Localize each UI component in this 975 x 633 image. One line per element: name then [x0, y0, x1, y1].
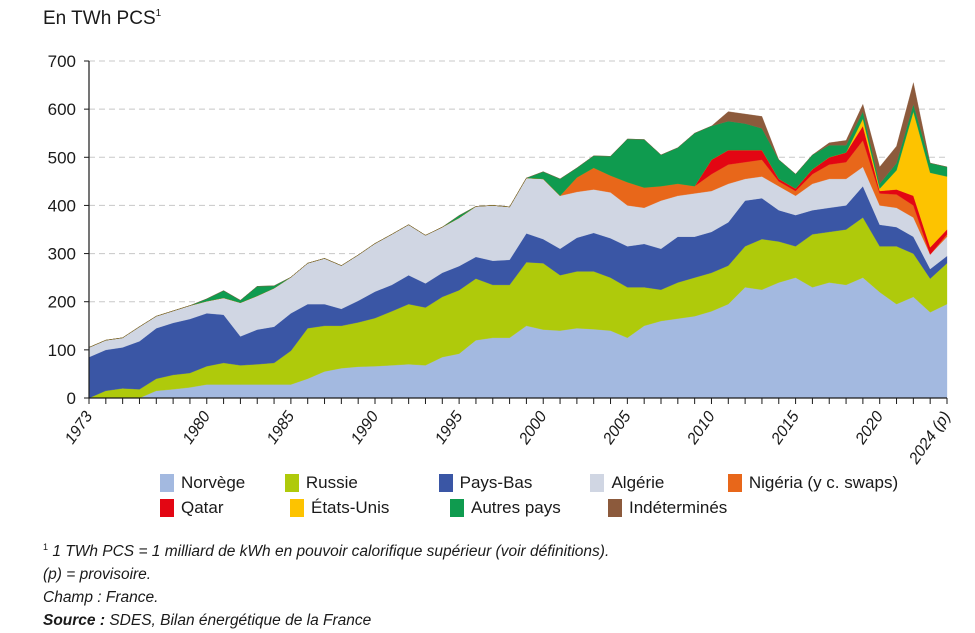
source-note: Source : SDES, Bilan énergétique de la F… [43, 609, 609, 632]
legend-item: Nigéria (y c. swaps) [727, 472, 920, 493]
y-axis-unit-text: En TWh PCS [43, 8, 156, 29]
legend: Norvège Russie Pays-Bas Algérie Nigéria (y c… [160, 470, 920, 520]
legend-label: États-Unis [311, 497, 390, 517]
legend-swatch [727, 473, 742, 492]
legend-item: Indéterminés [608, 498, 768, 518]
footnote-text: 1 TWh PCS = 1 milliard de kWh en pouvoir… [48, 543, 610, 560]
x-tick-label: 2015 [768, 408, 803, 448]
x-tick-label: 1995 [432, 408, 466, 447]
x-tick-label: 1985 [264, 408, 298, 447]
legend-item: Qatar [160, 498, 290, 518]
legend-item: Norvège [160, 473, 285, 493]
x-tick-label: 2000 [516, 408, 551, 448]
provisional-note: (p) = provisoire. [43, 566, 152, 583]
footnote-definition: 1 1 TWh PCS = 1 milliard de kWh en pouvo… [43, 536, 609, 563]
legend-swatch [290, 498, 304, 517]
legend-item: Russie [284, 472, 439, 493]
legend-label: Algérie [611, 472, 665, 492]
legend-item: Autres pays [450, 498, 608, 518]
legend-label: Qatar [181, 497, 224, 517]
legend-swatch [160, 473, 174, 492]
y-tick-label: 0 [67, 389, 76, 408]
y-tick-label: 300 [48, 245, 76, 264]
legend-swatch [284, 473, 299, 492]
legend-label: Indéterminés [629, 497, 728, 517]
y-tick-label: 200 [48, 293, 76, 312]
y-tick-label: 700 [48, 52, 76, 71]
legend-swatch [450, 498, 464, 517]
source-text: SDES, Bilan énergétique de la France [105, 612, 372, 629]
x-tick-label: 2010 [684, 408, 719, 448]
legend-swatch [590, 473, 605, 492]
area-series-group [88, 82, 948, 399]
legend-item: Pays-Bas [438, 472, 591, 493]
footnote-mark: 1 [43, 542, 49, 552]
legend-item: Algérie [590, 473, 727, 493]
area-indetermines [88, 82, 948, 348]
legend-swatch [438, 473, 453, 492]
x-tick-label: 2005 [600, 408, 635, 448]
y-tick-label: 400 [48, 196, 76, 215]
stacked-area-chart: 0 100 200 300 400 500 600 700 1973 1980 1985 1990 19… [48, 52, 955, 468]
source-label: Source : [43, 612, 106, 629]
x-tick-label: 1980 [180, 408, 214, 447]
y-tick-label: 600 [48, 100, 76, 119]
legend-swatch [608, 498, 622, 517]
chart-notes: 1 1 TWh PCS = 1 milliard de kWh en pouvo… [43, 536, 609, 632]
x-tick-label: 1990 [348, 408, 382, 447]
legend-label: Nigéria (y c. swaps) [748, 472, 899, 492]
scope-note: Champ : France. [43, 589, 159, 606]
legend-label: Russie [305, 472, 358, 492]
y-tick-label: 500 [48, 148, 76, 167]
footnote-marker: 1 [155, 8, 162, 19]
legend-label: Autres pays [471, 497, 561, 517]
legend-row: Qatar États-Unis Autres pays Indéterminés [160, 495, 920, 520]
legend-item: États-Unis [290, 498, 450, 518]
x-tick-label: 2024 (p) [906, 409, 955, 468]
y-tick-label: 100 [48, 341, 76, 360]
x-tick-label: 2020 [852, 408, 887, 448]
legend-label: Pays-Bas [459, 472, 533, 492]
y-axis-unit-label: En TWh PCS1 [43, 8, 161, 30]
legend-swatch [160, 498, 174, 517]
legend-label: Norvège [181, 472, 246, 492]
x-tick-label: 1973 [62, 408, 96, 447]
legend-row: Norvège Russie Pays-Bas Algérie Nigéria (y c… [160, 470, 920, 495]
